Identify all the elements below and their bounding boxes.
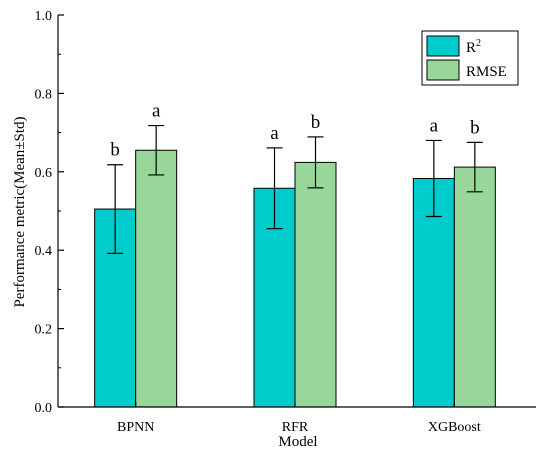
axes-group: 0.0 0.2 0.4 0.6 0.8 1.0 BPNN RFR XGBoost — [35, 9, 536, 435]
y-tick-label: 0.4 — [35, 244, 53, 259]
y-tick-label: 0.8 — [35, 87, 53, 102]
bar — [294, 161, 337, 408]
significance-label: a — [430, 115, 439, 136]
significance-label: a — [152, 101, 161, 122]
y-axis-label: Performance metric(Mean±Std) — [12, 116, 28, 307]
significance-label: b — [311, 112, 321, 133]
legend-swatch — [426, 35, 460, 57]
significance-label: b — [110, 140, 120, 161]
x-axis-label: Model — [278, 434, 317, 450]
significance-label: b — [470, 117, 480, 138]
x-tick-label: BPNN — [117, 420, 154, 435]
y-tick-label: 0.6 — [35, 166, 53, 181]
legend-label: RMSE — [466, 64, 507, 80]
bar — [135, 149, 178, 408]
x-tick-label: RFR — [282, 420, 309, 435]
bars-group: b a a b a b — [94, 101, 496, 408]
legend: R2 RMSE — [421, 30, 519, 86]
significance-label: a — [270, 123, 279, 144]
legend-label: R2 — [466, 38, 481, 56]
y-tick-label: 0.2 — [35, 323, 53, 338]
y-tick-label: 1.0 — [35, 9, 53, 24]
legend-swatch — [426, 59, 460, 81]
bar — [453, 166, 496, 408]
y-tick-label: 0.0 — [35, 401, 53, 416]
x-tick-label: XGBoost — [428, 420, 481, 435]
